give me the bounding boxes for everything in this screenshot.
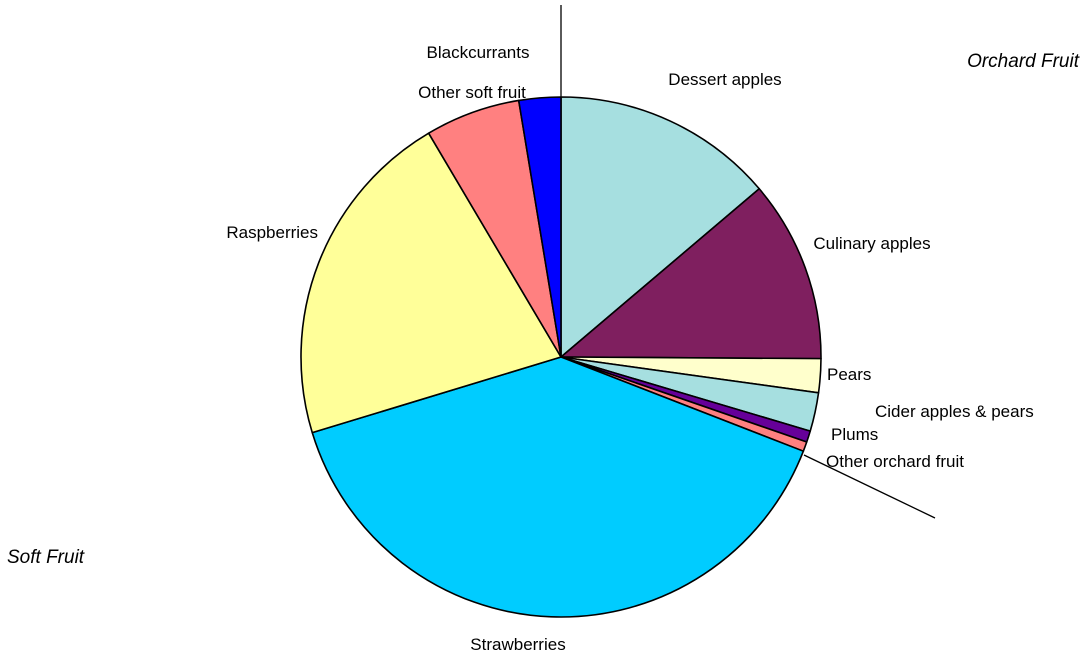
slice-label-culinary-apples: Culinary apples <box>813 234 930 253</box>
slice-labels: Dessert apples Culinary apples PearsCider … <box>226 43 1033 654</box>
pie-slice-dessert-apples <box>560 96 761 358</box>
slice-label-other-soft-fruit: Other soft fruit <box>418 83 526 102</box>
slice-label-dessert-apples: Dessert apples <box>668 70 781 89</box>
slice-label-blackcurrants: Blackcurrants <box>427 43 530 62</box>
pie-slices <box>300 96 822 618</box>
slice-label-pears: Pears <box>827 365 871 384</box>
group-divider-bottom <box>803 454 936 519</box>
pie-slice-raspberries <box>300 132 562 434</box>
slice-label-raspberries: Raspberries <box>226 223 318 242</box>
slice-label-plums: Plums <box>831 425 878 444</box>
pie-slice-strawberries <box>311 356 805 618</box>
slice-label-strawberries: Strawberries <box>470 635 565 654</box>
pie-slice-culinary-apples <box>560 187 822 360</box>
slice-label-cider-apples-and-pears: Cider apples & pears <box>875 402 1034 421</box>
group-label-soft-fruit: Soft Fruit <box>7 547 85 568</box>
slice-label-other-orchard-fruit: Other orchard fruit <box>826 452 964 471</box>
group-label-orchard-fruit: Orchard Fruit <box>967 51 1080 72</box>
